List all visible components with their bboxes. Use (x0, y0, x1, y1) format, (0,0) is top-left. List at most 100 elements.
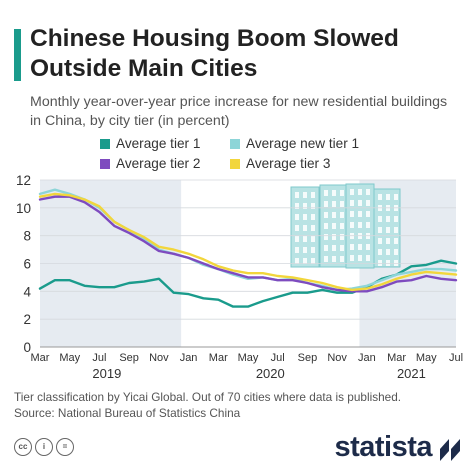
building-window (340, 245, 344, 251)
legend-item-tier3: Average tier 3 (230, 156, 330, 171)
building-window (303, 236, 307, 242)
building-window (303, 247, 307, 253)
building-window (324, 223, 328, 229)
license-icons: cc i = (14, 438, 74, 456)
building-window (311, 192, 315, 198)
building-window (386, 260, 390, 266)
building-window (303, 225, 307, 231)
building-window (358, 244, 362, 250)
x-tick-label: Sep (119, 352, 139, 364)
building-window (378, 238, 382, 244)
building-window (311, 214, 315, 220)
building-window (358, 189, 362, 195)
y-tick-label: 0 (23, 340, 31, 355)
building-window (386, 194, 390, 200)
building-window (394, 194, 398, 200)
building-window (394, 260, 398, 266)
building-window (386, 249, 390, 255)
x-year-label: 2021 (397, 366, 426, 381)
x-tick-label: Mar (209, 352, 228, 364)
x-tick-label: Sep (298, 352, 318, 364)
building-window (332, 201, 336, 207)
building-window (332, 223, 336, 229)
building-window (332, 234, 336, 240)
building-window (378, 249, 382, 255)
building-window (303, 214, 307, 220)
legend-label-new-tier1: Average new tier 1 (246, 136, 360, 151)
building-window (332, 245, 336, 251)
building-window (350, 222, 354, 228)
y-tick-label: 4 (23, 284, 31, 299)
legend-item-tier1: Average tier 1 (100, 136, 200, 151)
legend-label-tier2: Average tier 2 (116, 156, 201, 171)
y-tick-label: 2 (23, 312, 31, 327)
no-derivatives-icon[interactable]: = (56, 438, 74, 456)
legend-label-tier1: Average tier 1 (116, 136, 201, 151)
building-window (378, 194, 382, 200)
attribution-icon[interactable]: i (35, 438, 53, 456)
building-window (350, 189, 354, 195)
building-window (332, 190, 336, 196)
building-window (295, 192, 299, 198)
building-window (378, 260, 382, 266)
x-tick-label: Nov (327, 352, 347, 364)
statista-mark-icon (440, 439, 460, 461)
building-window (394, 249, 398, 255)
building-window (366, 255, 370, 261)
building-window (311, 236, 315, 242)
y-tick-label: 8 (23, 229, 31, 244)
building-window (386, 238, 390, 244)
building-window (340, 223, 344, 229)
building-window (394, 216, 398, 222)
building-window (340, 201, 344, 207)
building-window (340, 234, 344, 240)
x-tick-label: Jul (271, 352, 285, 364)
legend-swatch-tier3 (230, 158, 240, 169)
building-window (386, 216, 390, 222)
building-window (366, 211, 370, 217)
building-window (358, 200, 362, 206)
building-window (366, 244, 370, 250)
building-window (366, 222, 370, 228)
building-window (311, 203, 315, 209)
legend-swatch-tier1 (100, 138, 110, 149)
building-window (303, 203, 307, 209)
x-tick-label: Mar (387, 352, 406, 364)
building-window (324, 234, 328, 240)
chart-title: Chinese Housing Boom Slowed Outside Main… (30, 25, 399, 82)
building-window (394, 227, 398, 233)
building-window (350, 200, 354, 206)
building-window (324, 245, 328, 251)
statista-logo[interactable]: statista (334, 431, 432, 463)
building-window (303, 258, 307, 264)
building-window (295, 258, 299, 264)
building-window (324, 256, 328, 262)
building-window (350, 244, 354, 250)
building-window (358, 222, 362, 228)
chart-subtitle: Monthly year-over-year price increase fo… (30, 94, 448, 129)
footnote-source: Source: National Bureau of Statistics Ch… (14, 406, 241, 420)
title-accent-bar (14, 29, 21, 81)
building-window (358, 255, 362, 261)
footnote: Tier classification by Yicai Global. Out… (14, 389, 464, 421)
legend-item-new-tier1: Average new tier 1 (230, 136, 359, 151)
legend-swatch-new-tier1 (230, 138, 240, 149)
legend-item-tier2: Average tier 2 (100, 156, 200, 171)
x-year-label: 2020 (256, 366, 285, 381)
x-tick-label: Jul (449, 352, 463, 364)
building-window (332, 212, 336, 218)
building-window (350, 255, 354, 261)
building-window (340, 256, 344, 262)
building-window (340, 190, 344, 196)
y-tick-label: 6 (23, 257, 31, 272)
building-window (324, 212, 328, 218)
building-window (295, 247, 299, 253)
building-window (311, 258, 315, 264)
building-window (358, 211, 362, 217)
x-tick-label: May (238, 352, 259, 364)
x-tick-label: May (59, 352, 80, 364)
footnote-classification: Tier classification by Yicai Global. Out… (14, 390, 402, 404)
cc-icon[interactable]: cc (14, 438, 32, 456)
building-window (303, 192, 307, 198)
building-window (386, 227, 390, 233)
